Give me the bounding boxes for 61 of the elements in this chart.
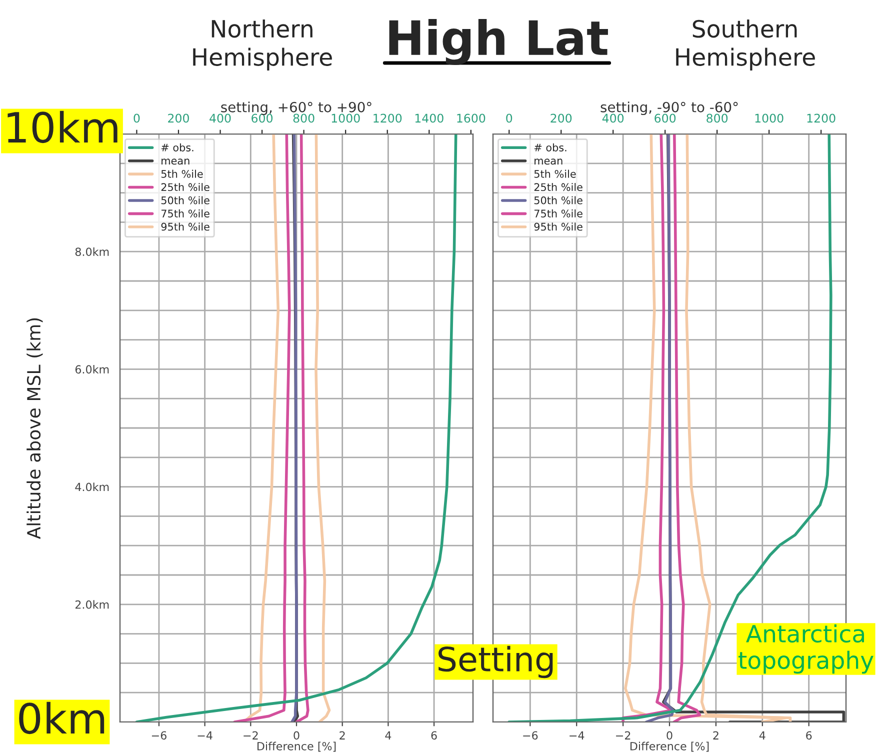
x2-tick-label: 1000	[755, 114, 784, 123]
x-tick-label: 6	[806, 731, 812, 740]
x2-tick-label: 1400	[415, 114, 444, 123]
x2-tick-label: 800	[706, 114, 728, 123]
legend-label: 25th %ile	[161, 182, 210, 192]
x-tick-label: 2	[340, 731, 345, 740]
x-tick-label: −2	[244, 731, 258, 740]
x-tick-label: 2	[713, 731, 718, 740]
text: 0km	[19, 702, 104, 734]
line-series	[295, 134, 310, 722]
x2-tick-label: 1600	[457, 114, 486, 123]
y-tick-label: 2.0km	[75, 600, 109, 609]
x-axis-title: Difference [%]	[257, 742, 336, 752]
legend-label: 75th %ile	[534, 209, 582, 218]
y-tick-label: 4.0km	[75, 482, 109, 492]
x2-tick-label: 200	[168, 114, 189, 123]
x2-tick-label: 200	[550, 114, 572, 123]
x2-tick-label: 400	[602, 114, 624, 123]
x-tick-label: −6	[523, 731, 538, 740]
legend-label: 95th %ile	[534, 222, 582, 231]
legend-label: # obs.	[534, 143, 566, 152]
legend-label: # obs.	[161, 143, 194, 152]
x-tick-label: 4	[759, 731, 766, 740]
text: High Lat	[389, 18, 608, 66]
legend-label: mean	[534, 158, 562, 165]
legend-label: 95th %ile	[161, 222, 210, 231]
x2-tick-label: 0	[134, 114, 140, 123]
y-axis-title: Altitude above MSL (km)	[26, 318, 43, 540]
legend-label: 50th %ile	[161, 196, 210, 204]
x2-tick-label: 600	[252, 114, 273, 123]
line-series	[233, 134, 291, 722]
x-axis-title: Difference [%]	[630, 742, 709, 752]
annotation: Antarctica topography	[738, 624, 874, 674]
annotation: Setting	[438, 646, 553, 678]
x-tick-label: −4	[570, 731, 584, 740]
x2-tick-label: 800	[293, 114, 314, 123]
x-tick-label: −2	[616, 731, 630, 740]
legend-label: 5th %ile	[534, 170, 576, 178]
x-tick-label: −4	[198, 731, 212, 740]
x2-tick-label: 0	[506, 114, 512, 123]
chart-title: Southern Hemisphere	[676, 19, 815, 71]
x2-tick-label: 1200	[807, 114, 836, 123]
legend-label: mean	[162, 158, 190, 165]
legend-label: 5th %ile	[161, 170, 203, 178]
x-tick-label: 4	[385, 731, 392, 740]
legend-label: 75th %ile	[161, 209, 210, 218]
x2-tick-label: 1200	[374, 114, 402, 123]
chart-title: Northern Hemisphere	[193, 19, 332, 71]
line-series	[314, 134, 331, 722]
text: 10km	[8, 110, 118, 144]
x-tick-label: 0	[294, 731, 300, 740]
x-tick-label: 6	[431, 731, 437, 740]
x2-tick-label: 600	[654, 114, 676, 123]
x2-tick-label: 400	[210, 114, 231, 123]
y-tick-label: 6.0km	[75, 364, 109, 374]
x-tick-label: −6	[152, 731, 166, 740]
y-tick-label: 8.0km	[75, 247, 109, 256]
legend-label: 50th %ile	[534, 196, 582, 204]
legend-label: 25th %ile	[534, 182, 582, 192]
x-tick-label: 0	[666, 731, 672, 740]
x2-tick-label: 1000	[332, 114, 360, 123]
